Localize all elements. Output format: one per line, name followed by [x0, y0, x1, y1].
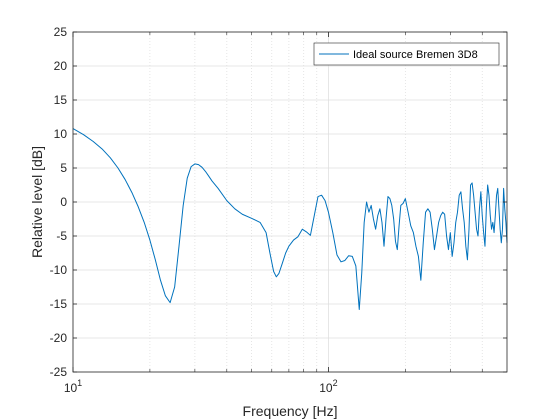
y-tick-label: 0 [60, 195, 67, 209]
legend: Ideal source Bremen 3D8 [313, 42, 500, 66]
y-tick-label: 25 [54, 25, 68, 39]
y-tick-labels: -25 -20 -15 -10 -5 0 5 10 15 20 25 [50, 25, 68, 379]
y-tick-label: -10 [50, 263, 68, 277]
y-tick-label: 20 [54, 59, 68, 73]
y-tick-label: 10 [54, 127, 68, 141]
y-tick-label: -15 [50, 297, 68, 311]
x-tick-labels: 101 102 [64, 378, 338, 395]
legend-label-ideal-source-bremen-3d8: Ideal source Bremen 3D8 [353, 49, 478, 61]
x-ticks [72, 32, 483, 372]
y-tick-label: -20 [50, 331, 68, 345]
y-tick-label: 5 [60, 161, 67, 175]
series-group [72, 128, 508, 310]
y-axis-label: Relative level [dB] [29, 146, 45, 258]
y-ticks [73, 31, 507, 373]
x-tick-label: 101 [64, 378, 82, 395]
y-tick-label: -25 [50, 365, 68, 379]
y-tick-label: -5 [56, 229, 67, 243]
x-axis-label: Frequency [Hz] [243, 403, 338, 419]
legend-box [313, 42, 500, 66]
series-line-0 [72, 128, 508, 310]
y-tick-label: 15 [54, 93, 68, 107]
x-tick-label: 102 [319, 378, 337, 395]
